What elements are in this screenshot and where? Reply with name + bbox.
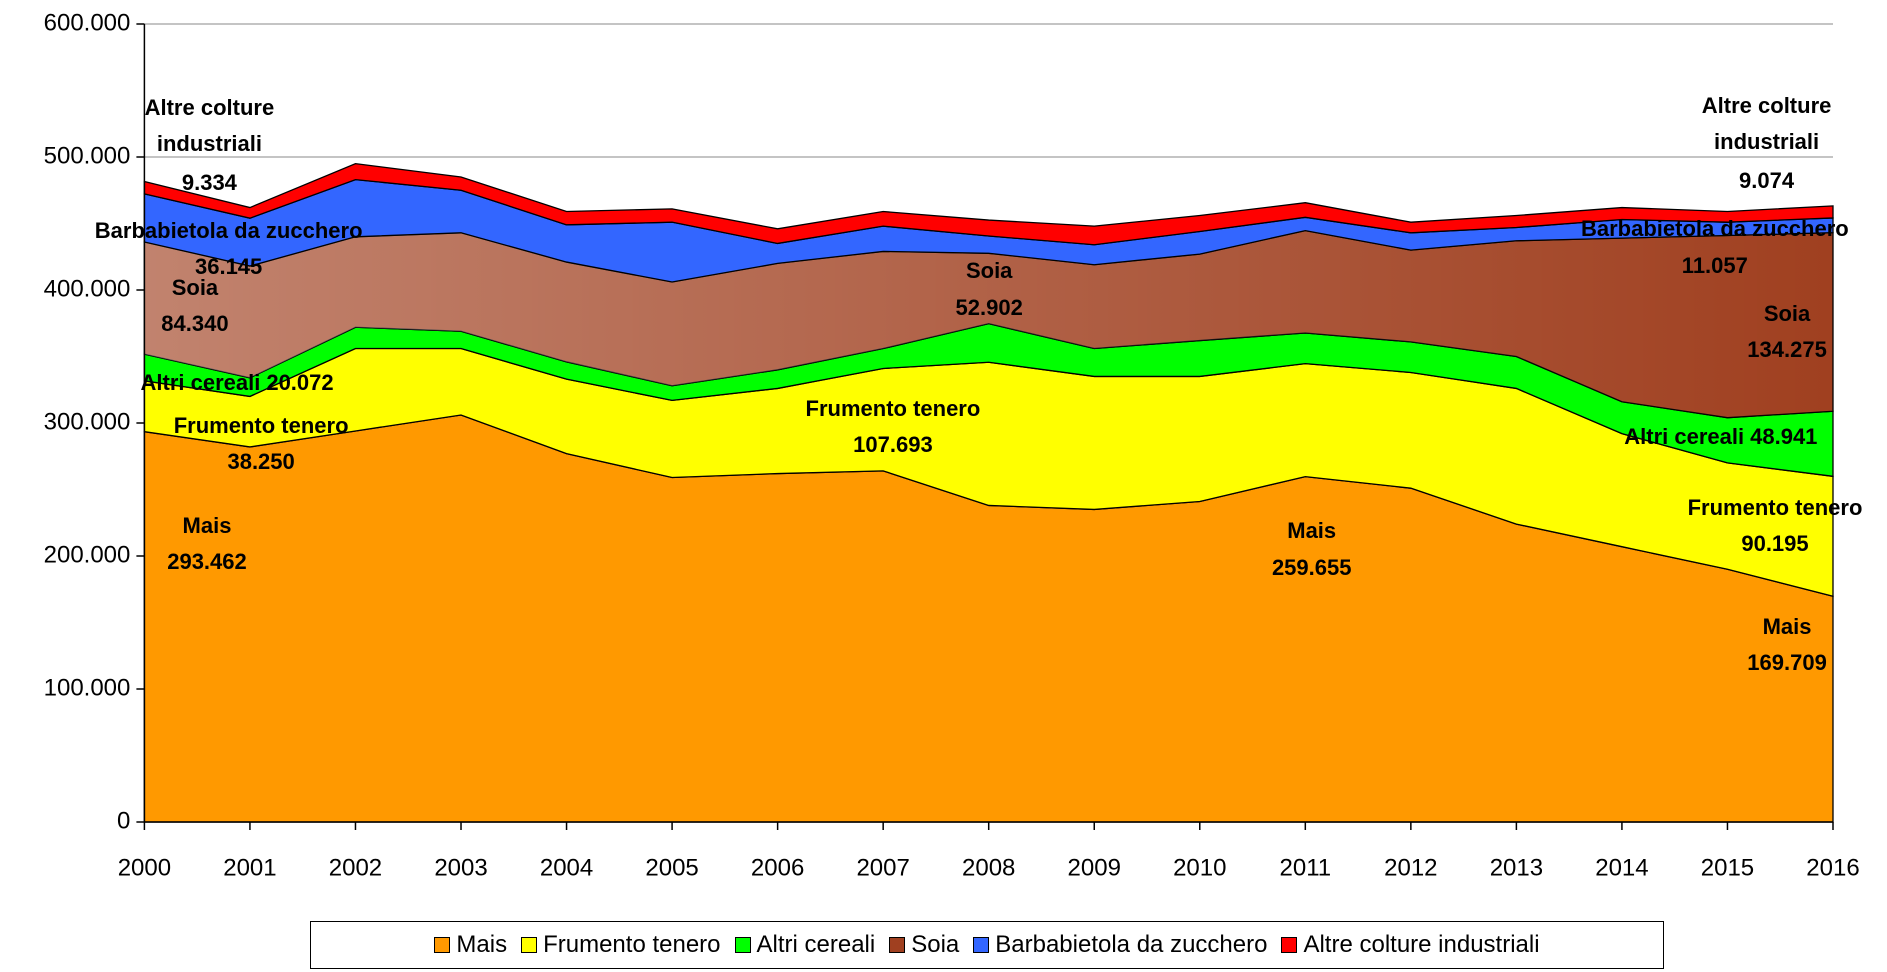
y-tick-label: 100.000 [44, 674, 131, 701]
x-tick-label: 2007 [856, 854, 909, 881]
legend-label: Soia [911, 931, 960, 958]
x-tick-label: 2016 [1806, 854, 1859, 881]
x-tick-label: 2005 [645, 854, 698, 881]
legend-swatch [1281, 937, 1298, 953]
x-tick-label: 2003 [434, 854, 487, 881]
legend-label: Altre colture industriali [1303, 931, 1540, 958]
legend-swatch [521, 937, 538, 953]
legend-item: Soia [889, 931, 959, 959]
legend-label: Altri cereali [756, 931, 876, 958]
x-tick-label: 2008 [962, 854, 1015, 881]
x-tick-label: 2012 [1384, 854, 1437, 881]
legend-item: Barbabietola da zucchero [973, 931, 1267, 959]
legend: Mais Frumento tenero Altri cereali Soia Barb… [310, 921, 1664, 969]
y-tick-label: 200.000 [44, 541, 131, 568]
x-tick-label: 2010 [1173, 854, 1226, 881]
legend-swatch [973, 937, 990, 953]
y-tick-label: 300.000 [44, 408, 131, 435]
legend-swatch [889, 937, 906, 953]
y-tick-label: 600.000 [44, 9, 131, 36]
y-tick-label: 500.000 [44, 142, 131, 169]
x-tick-label: 2002 [329, 854, 382, 881]
legend-item: Altri cereali [734, 931, 876, 959]
legend-label: Frumento tenero [543, 931, 721, 958]
legend-label: Barbabietola da zucchero [995, 931, 1268, 958]
y-tick-label: 0 [117, 807, 130, 834]
legend-swatch [434, 937, 451, 953]
area-shading [144, 230, 1833, 418]
x-tick-label: 2004 [540, 854, 593, 881]
legend-item: Frumento tenero [521, 931, 721, 959]
legend-item: Altre colture industriali [1281, 931, 1540, 959]
x-tick-label: 2001 [223, 854, 276, 881]
y-tick-label: 400.000 [44, 275, 131, 302]
x-tick-label: 2000 [118, 854, 171, 881]
legend-label: Mais [456, 931, 508, 958]
x-tick-label: 2015 [1701, 854, 1754, 881]
x-tick-label: 2014 [1595, 854, 1648, 881]
x-tick-label: 2013 [1490, 854, 1543, 881]
x-tick-label: 2011 [1280, 854, 1332, 881]
legend-item: Mais [434, 931, 507, 959]
area [143, 162, 1834, 246]
x-tick-label: 2009 [1068, 854, 1121, 881]
legend-swatch [734, 937, 751, 953]
x-tick-label: 2006 [751, 854, 804, 881]
